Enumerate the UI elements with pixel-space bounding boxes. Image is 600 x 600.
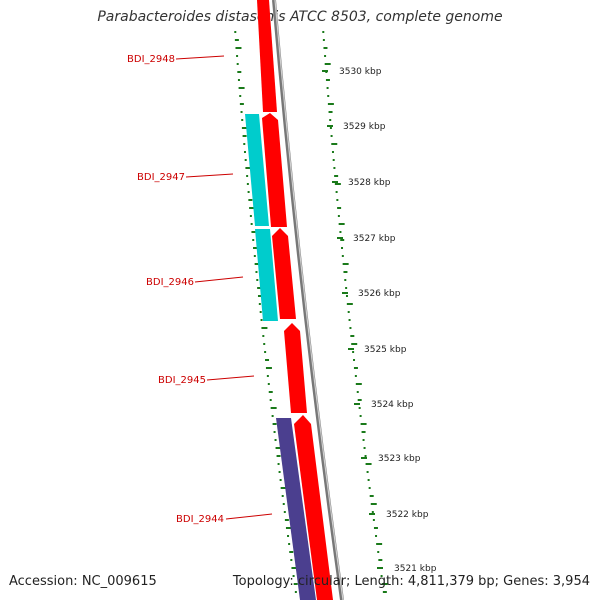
gene-red-1[interactable] [257, 0, 277, 112]
gene-label-BDI_2944[interactable]: BDI_2944 [176, 514, 224, 525]
kbp-label: 3529 kbp [343, 122, 386, 132]
genome-backbone [272, 0, 344, 600]
label-line-BDI_2948 [175, 55, 225, 60]
label-line-BDI_2947 [185, 173, 234, 178]
genome-backbone-highlight [274, 0, 344, 600]
gene-label-BDI_2946[interactable]: BDI_2946 [146, 277, 194, 288]
kbp-label: 3526 kbp [358, 289, 401, 299]
gc-skew-track-right [322, 31, 388, 593]
kbp-label: 3524 kbp [371, 400, 414, 410]
kbp-label: 3522 kbp [386, 510, 429, 520]
gene-label-BDI_2945[interactable]: BDI_2945 [158, 375, 206, 386]
genome-summary: Topology: circular; Length: 4,811,379 bp… [232, 574, 590, 589]
gene-cyan-1[interactable] [245, 114, 269, 226]
kbp-label: 3521 kbp [394, 564, 437, 574]
kbp-ruler: 3530 kbp 3529 kbp 3528 kbp 3527 kbp 3526… [322, 67, 437, 574]
label-line-BDI_2944 [225, 513, 273, 520]
gene-label-BDI_2947[interactable]: BDI_2947 [137, 172, 185, 183]
gene-red-2[interactable] [262, 113, 287, 227]
label-line-BDI_2945 [206, 375, 255, 381]
gene-red-5[interactable] [294, 415, 333, 600]
kbp-label: 3530 kbp [339, 67, 382, 77]
label-line-BDI_2946 [194, 276, 244, 283]
gene-cyan-2[interactable] [255, 229, 278, 321]
kbp-label: 3523 kbp [378, 454, 421, 464]
kbp-label: 3527 kbp [353, 234, 396, 244]
kbp-label: 3528 kbp [348, 178, 391, 188]
gene-label-BDI_2948[interactable]: BDI_2948 [127, 54, 175, 65]
kbp-label: 3525 kbp [364, 345, 407, 355]
genome-title: Parabacteroides distasonis ATCC 8503, co… [97, 9, 503, 25]
gene-red-3[interactable] [272, 228, 296, 319]
accession-label: Accession: NC_009615 [9, 574, 157, 589]
gene-purple-1[interactable] [276, 418, 316, 600]
gene-red-4[interactable] [284, 323, 307, 413]
